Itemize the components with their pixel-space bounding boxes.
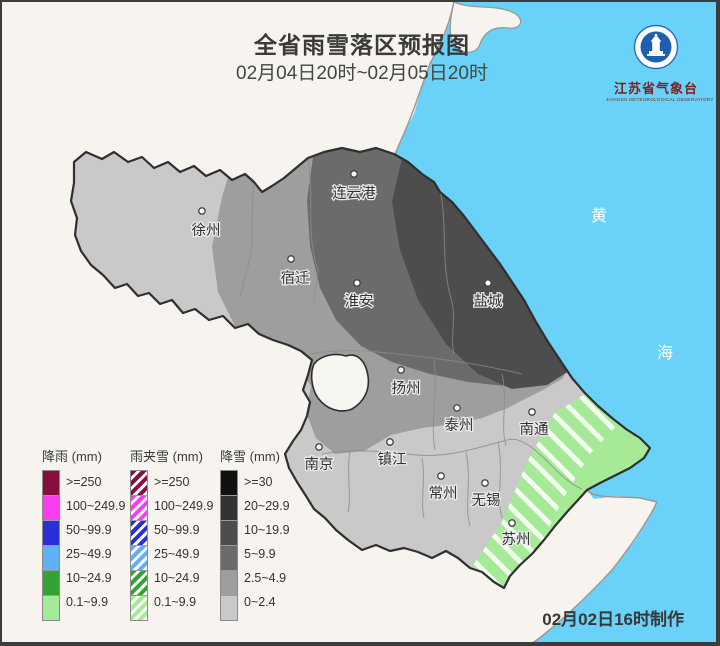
legend-label: 2.5~4.9 (244, 571, 287, 585)
legend-swatch (221, 571, 237, 596)
legend-title-rain: 降雨 (mm) (42, 449, 102, 464)
city-label: 无锡 (472, 492, 501, 509)
city-label: 南京 (305, 456, 334, 473)
sea-label-hai: 海 (657, 344, 673, 362)
legend-swatch (43, 521, 59, 546)
legend-swatch (221, 521, 237, 546)
city-label: 徐州 (192, 222, 221, 239)
legend-label: 20~29.9 (244, 499, 290, 513)
issued-time: 02月02日16时制作 (542, 610, 684, 629)
city-label: 南通 (520, 421, 549, 438)
city-label: 泰州 (445, 417, 474, 434)
legend-swatch (221, 471, 237, 496)
legend-swatch (221, 596, 237, 620)
legend-swatch (131, 571, 147, 596)
legend-swatch (131, 546, 147, 571)
lake-gaoyou (310, 353, 370, 412)
legend-swatches-sleet (130, 470, 148, 621)
legend-swatch (43, 571, 59, 596)
legend-swatch (131, 471, 147, 496)
agency-logo: 江苏省气象台 JIANGSU METEOROLOGICAL OBSERVATOR… (606, 24, 714, 102)
legend-swatch (221, 546, 237, 571)
legend-swatch (43, 596, 59, 620)
legend-label: 10~19.9 (244, 523, 290, 537)
legend-title-snow: 降雪 (mm) (220, 449, 280, 464)
legend-label: 5~9.9 (244, 547, 276, 561)
legend-label: 100~249.9 (66, 499, 126, 513)
legend-label: 50~99.9 (154, 523, 200, 537)
legend-swatch (131, 596, 147, 620)
legend-title-sleet: 雨夹雪 (mm) (130, 449, 203, 464)
legend-group-rain: 降雨 (mm) >=250 100~249.9 50~99.9 25~49.9 … (42, 446, 125, 621)
city-label: 连云港 (332, 185, 376, 202)
city-label: 淮安 (345, 293, 374, 310)
legend-label: 25~49.9 (66, 547, 112, 561)
legend-label: 0~2.4 (244, 595, 276, 609)
legend-label: 0.1~9.9 (66, 595, 109, 609)
legend-swatch (43, 496, 59, 521)
legend-label: >=30 (244, 475, 273, 489)
forecast-period: 02月04日20时~02月05日20时 (236, 63, 488, 84)
city-label: 盐城 (474, 293, 503, 310)
city-label: 镇江 (378, 451, 407, 468)
legend-group-sleet: 雨夹雪 (mm) >=250 100~249.9 50~99.9 25~49.9… (130, 446, 213, 621)
city-label: 宿迁 (281, 270, 310, 287)
sea-label-huang: 黄 (591, 207, 607, 225)
legend-label: 0.1~9.9 (154, 595, 197, 609)
province-outline (69, 146, 652, 590)
legend-label: 10~24.9 (154, 571, 200, 585)
legend-swatch (43, 471, 59, 496)
city-labels: 连云港 徐州 宿迁 淮安 盐城 扬州 泰州 南通 南京 镇江 常州 无锡 苏州 (190, 184, 550, 550)
agency-name-cn: 江苏省气象台 (613, 81, 698, 96)
north-coastline (394, 2, 455, 155)
page-title: 全省雨雪落区预报图 (254, 32, 470, 58)
peninsula-islet (449, 2, 522, 53)
legend-label: 100~249.9 (154, 499, 214, 513)
legend-label: 50~99.9 (66, 523, 112, 537)
snow-band-10-19.9 (392, 152, 582, 389)
legend-swatch (131, 521, 147, 546)
sleet-hatch-band (460, 383, 650, 588)
city-label: 扬州 (392, 380, 421, 397)
legend-label: 25~49.9 (154, 547, 200, 561)
legend-swatch (43, 546, 59, 571)
legend-swatch (221, 496, 237, 521)
legend-swatch (131, 496, 147, 521)
city-label: 苏州 (502, 531, 531, 548)
south-coastline (532, 489, 659, 642)
city-label: 常州 (429, 485, 458, 502)
legend-swatches-rain (42, 470, 60, 621)
city-markers (198, 170, 536, 527)
agency-emblem-icon (633, 24, 679, 70)
legend-swatches-snow (220, 470, 238, 621)
sea-yellow-sea (395, 2, 716, 642)
legend-label: >=250 (66, 475, 102, 489)
district-boundaries (239, 157, 583, 527)
legend-label: 10~24.9 (66, 571, 112, 585)
legend-group-snow: 降雪 (mm) >=30 20~29.9 10~19.9 5~9.9 2.5~4… (220, 446, 290, 621)
legend-label: >=250 (154, 475, 190, 489)
agency-name-en: JIANGSU METEOROLOGICAL OBSERVATORY (606, 97, 714, 102)
